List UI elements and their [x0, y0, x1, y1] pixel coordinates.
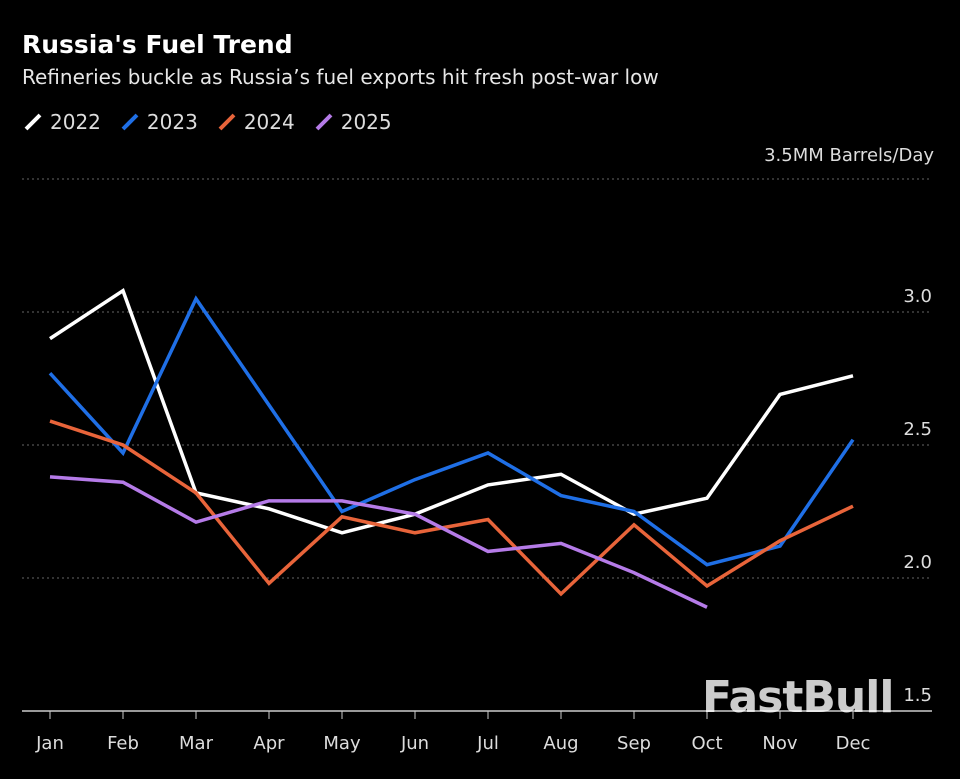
x-tick-label: Apr	[253, 733, 285, 754]
x-tick-label: Mar	[179, 733, 214, 754]
y-tick-label: 3.0	[903, 286, 932, 307]
chart-subtitle: Refineries buckle as Russia’s fuel expor…	[22, 65, 659, 89]
legend-swatch-icon	[218, 113, 236, 131]
x-tick-label: Aug	[543, 733, 578, 754]
legend-label: 2025	[340, 110, 392, 134]
legend-label: 2023	[146, 110, 198, 134]
legend-item-2024: 2024	[216, 110, 295, 134]
x-tick-label: Jan	[35, 733, 64, 754]
series-line-2023	[48, 295, 855, 567]
y-tick-label: 2.5	[903, 419, 932, 440]
x-tick-label: Jun	[400, 733, 429, 754]
series-line-2022	[49, 288, 854, 535]
legend-label: 2024	[243, 110, 295, 134]
chart-title: Russia's Fuel Trend	[22, 30, 293, 59]
x-tick-label: Jul	[476, 733, 499, 754]
y-tick-label: 1.5	[903, 685, 932, 706]
x-tick-label: Oct	[691, 733, 722, 754]
series-line-2024	[49, 419, 854, 597]
legend-swatch-icon	[121, 113, 139, 131]
x-tick-label: May	[323, 733, 361, 754]
watermark-logo: FastBull	[702, 672, 894, 723]
unit-label: 3.5MM Barrels/Day	[764, 145, 934, 166]
x-tick-label: Feb	[107, 733, 139, 754]
x-tick-label: Dec	[836, 733, 871, 754]
y-tick-label: 2.0	[903, 552, 932, 573]
legend-swatch-icon	[315, 113, 333, 131]
legend-item-2025: 2025	[313, 110, 392, 134]
legend-item-2022: 2022	[22, 110, 101, 134]
legend-swatch-icon	[24, 113, 42, 131]
legend-label: 2022	[50, 110, 101, 134]
legend-item-2023: 2023	[119, 110, 198, 134]
x-tick-label: Nov	[762, 733, 797, 754]
legend: 2022 2023 2024 2025	[22, 110, 392, 134]
series-line-2025	[49, 475, 708, 609]
x-tick-label: Sep	[617, 733, 651, 754]
